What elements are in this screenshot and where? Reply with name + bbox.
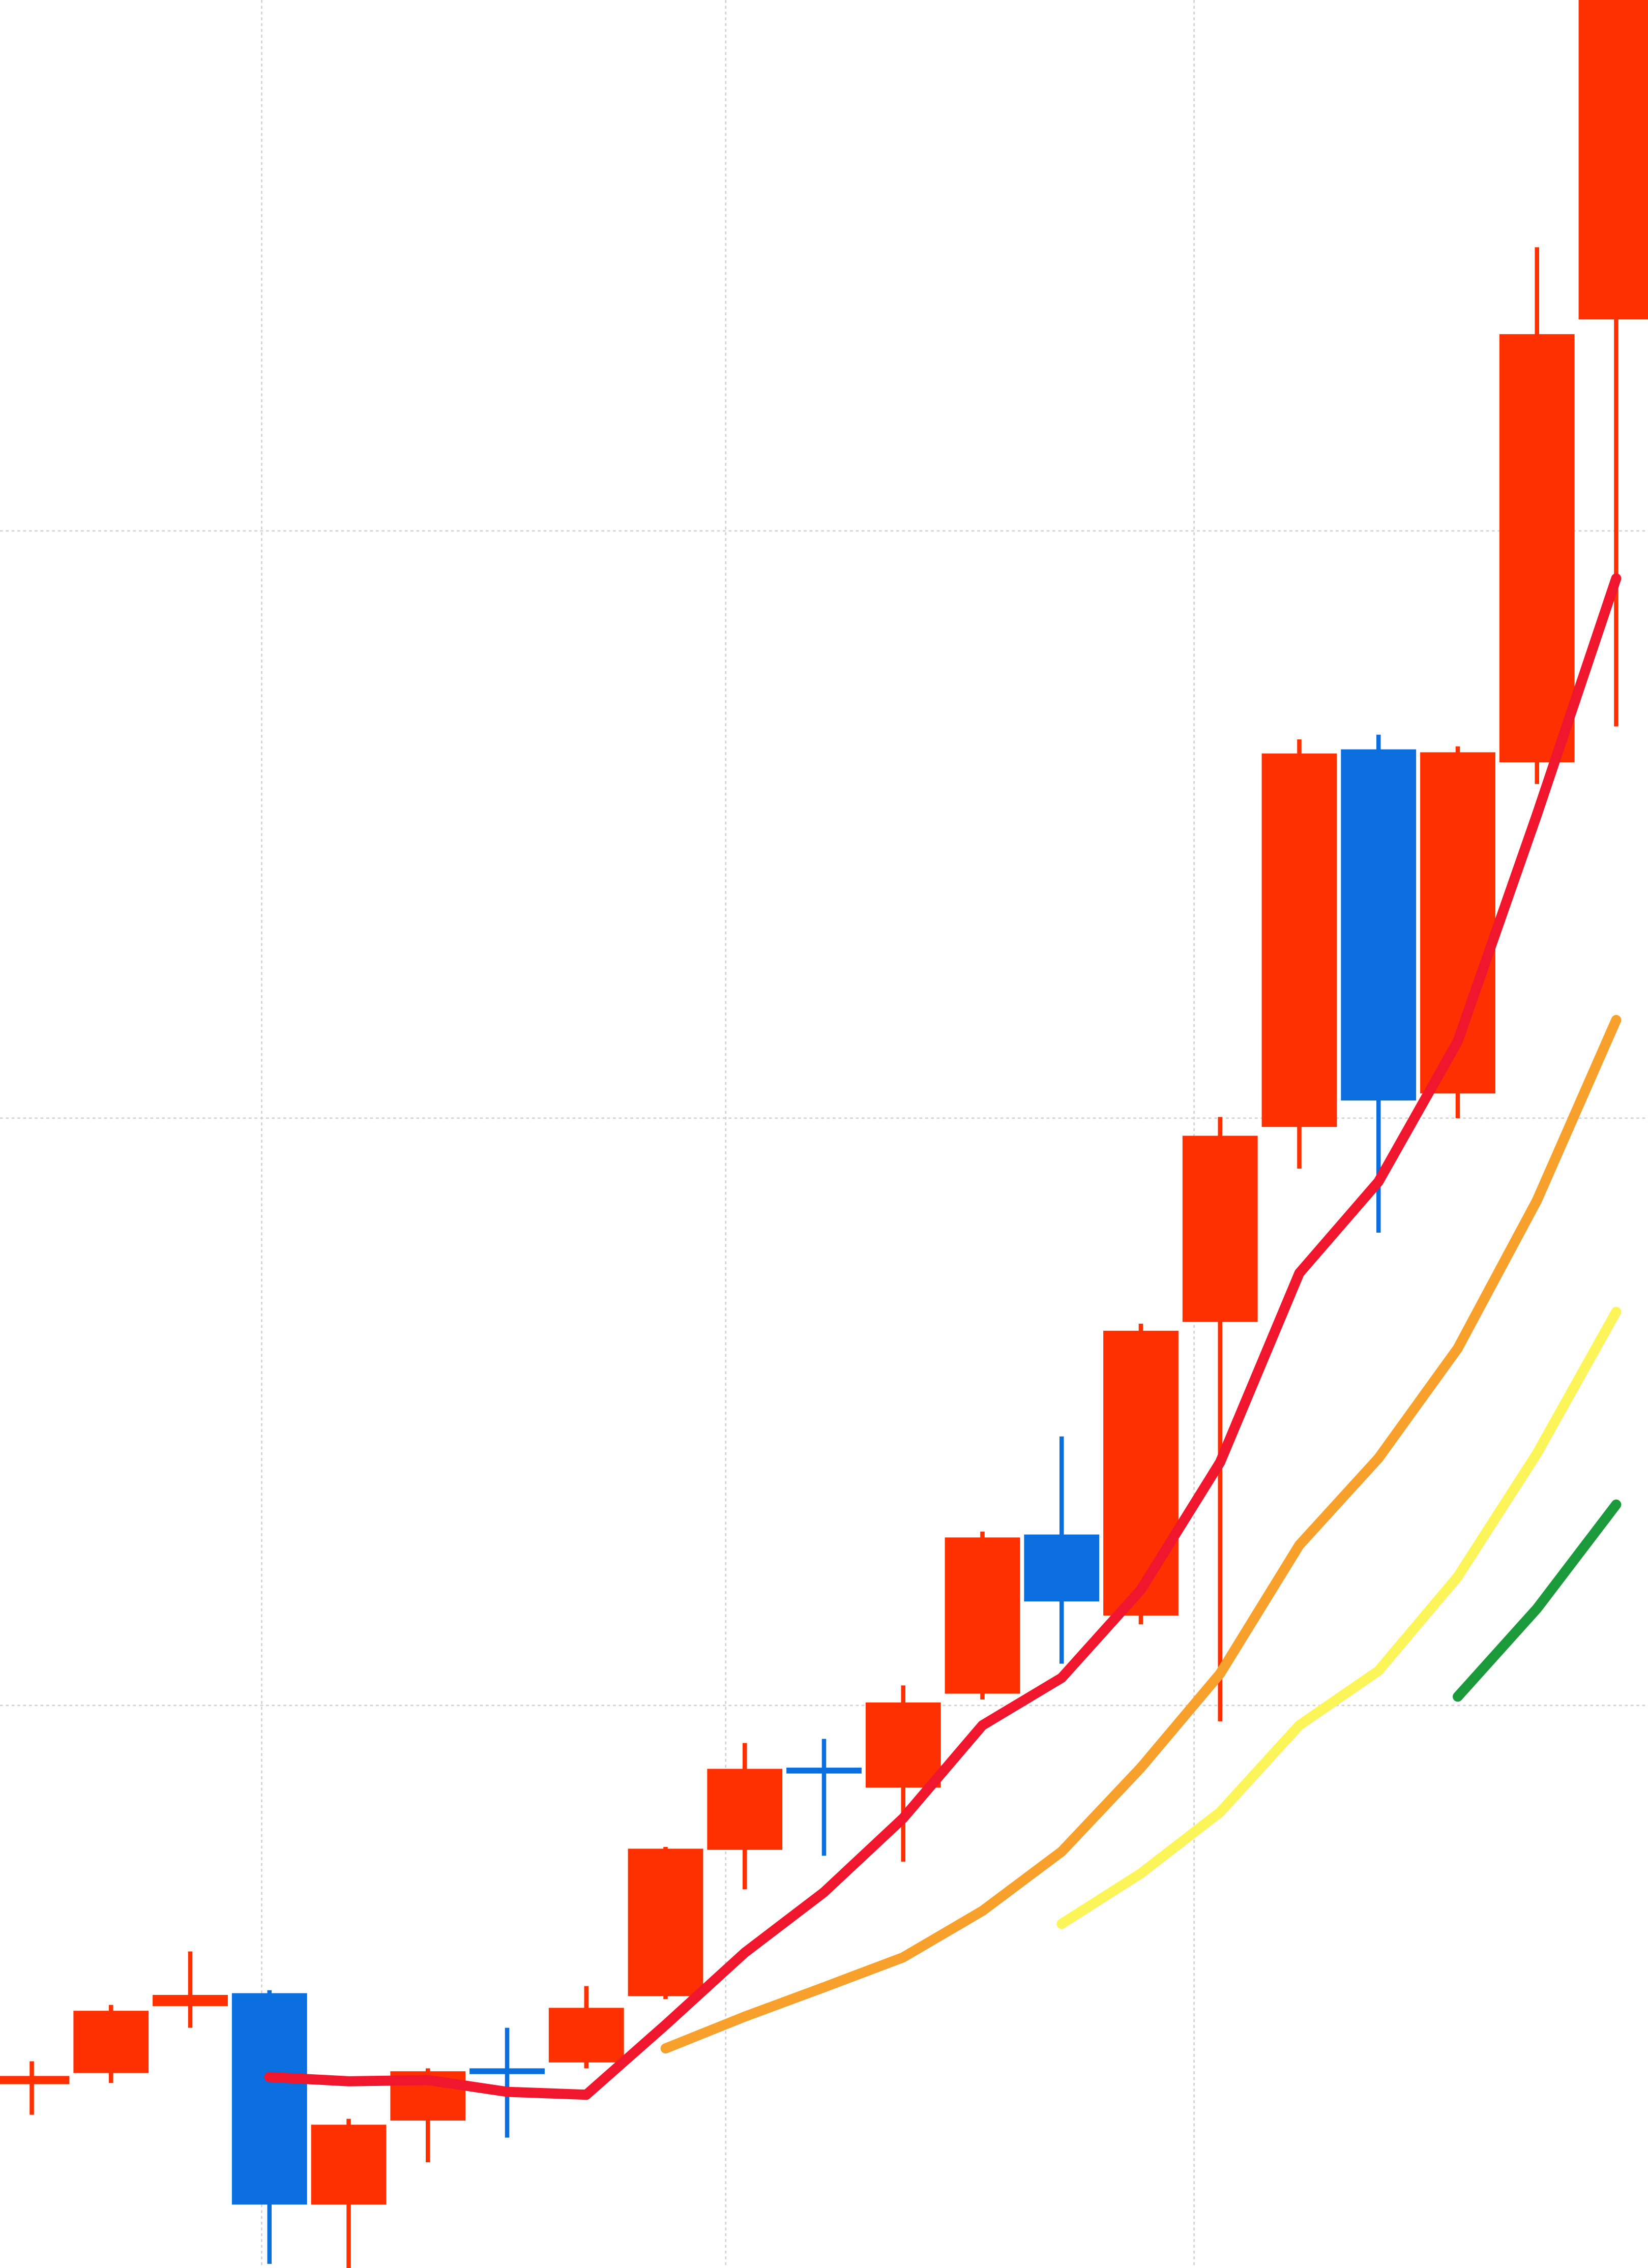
moving-average-line [1056,1306,1622,1929]
moving-average-line [660,1014,1622,2054]
candle-body [1578,0,1648,320]
candle-body [1499,334,1575,762]
candle-body [865,1702,941,1788]
moving-average-line [1453,1499,1622,1702]
candle-body [1024,1534,1100,1602]
candle-body [311,2125,387,2205]
candle-body [1182,1136,1258,1322]
candle-body [1103,1330,1179,1616]
candle-body [0,2076,70,2084]
candle-body [628,1848,703,1996]
vertical-grid [261,0,1195,2268]
candle-body [1261,753,1337,1127]
candle-body [469,2068,545,2074]
candle-body [73,2011,149,2073]
moving-average-line [264,573,1622,2100]
candle-body [1341,749,1417,1101]
candle-body [548,2008,624,2063]
candle-body [786,1768,862,1774]
candle-body [231,1993,307,2205]
candle-body [945,1537,1020,1694]
candle-body [707,1769,783,1850]
candle-body [153,1994,228,2006]
